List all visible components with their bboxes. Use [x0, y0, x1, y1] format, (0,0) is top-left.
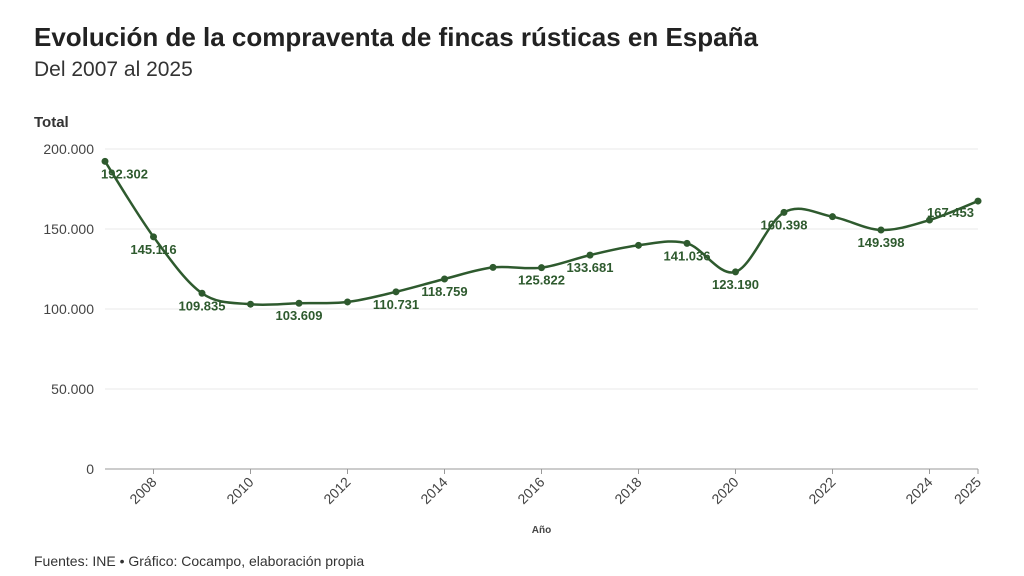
data-point [877, 226, 885, 234]
x-tick-label: 2012 [320, 474, 353, 507]
x-tick-label: 2014 [417, 474, 450, 507]
data-point [295, 299, 303, 307]
x-tick-label: 2022 [805, 474, 838, 507]
data-point [538, 264, 545, 272]
data-label: 149.398 [858, 235, 905, 250]
x-tick-label: 2024 [902, 474, 935, 507]
y-tick-label: 200.000 [43, 141, 94, 157]
x-tick-label: 2025 [951, 474, 984, 507]
x-tick-label: 2020 [708, 474, 741, 507]
data-label: 110.731 [373, 297, 419, 312]
chart-title: Evolución de la compraventa de fincas rú… [34, 22, 758, 52]
data-point [926, 216, 933, 224]
data-point [974, 197, 982, 205]
y-tick-label: 0 [86, 461, 94, 477]
data-label: 109.835 [179, 298, 226, 313]
chart-subtitle: Del 2007 al 2025 [34, 58, 193, 81]
data-point [344, 298, 351, 306]
x-tick-label: 2018 [611, 474, 644, 507]
data-label: 123.190 [712, 277, 759, 292]
y-axis-label: Total [34, 114, 69, 131]
x-axis-label: Año [532, 525, 551, 536]
data-label: 125.822 [518, 273, 565, 288]
data-point [683, 239, 691, 247]
data-label: 160.398 [761, 217, 808, 232]
data-point [198, 289, 206, 297]
data-point [829, 213, 836, 221]
data-point [635, 241, 642, 249]
source-note: Fuentes: INE • Gráfico: Cocampo, elabora… [34, 553, 365, 569]
data-label: 141.036 [664, 248, 711, 263]
x-tick-label: 2010 [223, 474, 256, 507]
data-point [247, 300, 254, 308]
data-point [150, 233, 157, 241]
data-point [489, 263, 497, 271]
x-tick-label: 2016 [514, 474, 547, 507]
y-tick-label: 100.000 [43, 301, 94, 317]
data-point [101, 157, 109, 165]
data-point [780, 208, 788, 216]
data-point [441, 275, 448, 283]
x-tick-label: 2008 [126, 474, 159, 507]
data-label: 133.681 [567, 260, 614, 275]
data-label: 103.609 [276, 308, 323, 323]
data-label: 192.302 [101, 166, 148, 181]
data-point [392, 288, 400, 296]
data-point [586, 251, 594, 259]
data-label: 167.453 [927, 205, 974, 220]
data-label: 145.116 [130, 242, 176, 257]
data-label: 118.759 [421, 284, 467, 299]
data-point [732, 268, 739, 276]
y-tick-label: 50.000 [51, 381, 94, 397]
y-tick-label: 150.000 [43, 221, 94, 237]
